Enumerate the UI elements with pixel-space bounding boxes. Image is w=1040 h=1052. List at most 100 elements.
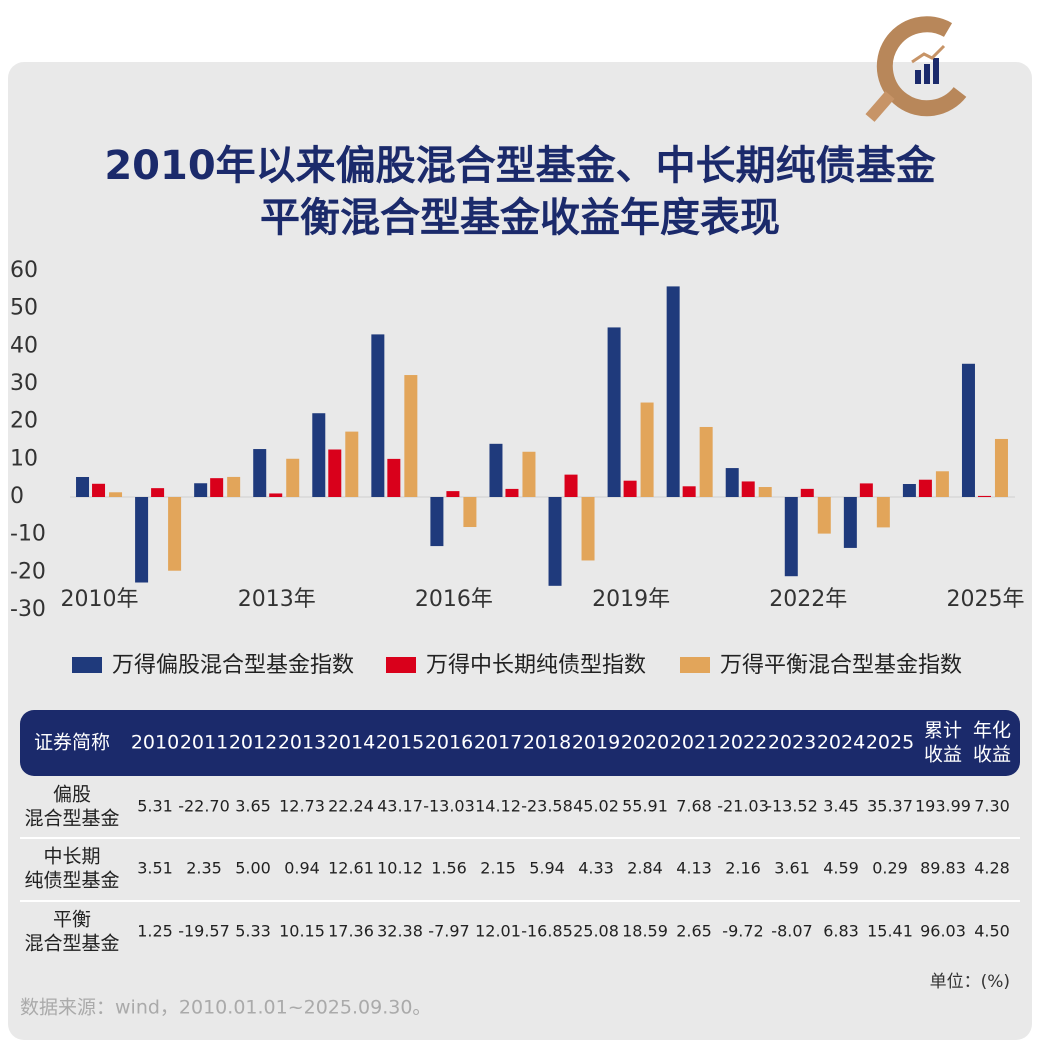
- bar: [623, 480, 637, 497]
- bar: [109, 492, 123, 497]
- x-tick-label: 2025年: [946, 587, 1024, 612]
- legend-label: 万得偏股混合型基金指数: [112, 653, 354, 678]
- legend-label: 万得中长期纯债型指数: [426, 653, 646, 678]
- table-cell: 1.25: [137, 922, 173, 941]
- header-cell: 年化: [973, 720, 1011, 742]
- bar: [135, 497, 149, 583]
- table-cell: 4.33: [578, 859, 614, 878]
- bar: [92, 483, 106, 497]
- bar: [168, 497, 182, 571]
- table-cell: 32.38: [377, 922, 423, 941]
- bar: [918, 479, 932, 497]
- bar: [286, 458, 300, 497]
- header-cell: 2010: [131, 732, 179, 754]
- header-cell: 2016: [425, 732, 473, 754]
- table-cell: -8.07: [771, 922, 812, 941]
- table-cell: -7.97: [428, 922, 469, 941]
- y-tick-label: 0: [10, 484, 24, 509]
- y-tick-label: 60: [10, 258, 38, 283]
- y-tick-label: -20: [10, 559, 46, 584]
- table-cell: 6.83: [823, 922, 859, 941]
- table-cell: 纯债型基金: [24, 870, 119, 892]
- bar: [548, 497, 562, 586]
- header-cell: 2020: [621, 732, 669, 754]
- bar: [194, 483, 208, 497]
- legend-swatch: [386, 657, 416, 673]
- table-cell: -13.03: [423, 797, 475, 816]
- table-cell: -16.85: [521, 922, 573, 941]
- bar: [784, 497, 798, 577]
- chart-title: 平衡混合型基金收益年度表现: [260, 195, 780, 241]
- bar: [227, 476, 241, 497]
- table-cell: 12.61: [328, 859, 374, 878]
- y-tick-label: 10: [10, 446, 38, 471]
- bar: [446, 491, 460, 497]
- legend-swatch: [72, 657, 102, 673]
- y-tick-label: 50: [10, 296, 38, 321]
- bar: [800, 488, 814, 497]
- header-cell: 2014: [327, 732, 375, 754]
- header-cell: 2018: [523, 732, 571, 754]
- table-cell: 2.65: [676, 922, 712, 941]
- table-cell: 4.59: [823, 859, 859, 878]
- y-tick-label: 40: [10, 333, 38, 358]
- table-cell: 5.00: [235, 859, 271, 878]
- table-cell: -22.70: [178, 797, 230, 816]
- bar: [269, 493, 283, 497]
- table-cell: 55.91: [622, 797, 668, 816]
- table-cell: 10.15: [279, 922, 325, 941]
- source: 数据来源：wind，2010.01.01~2025.09.30。: [20, 997, 431, 1019]
- table-cell: 7.30: [974, 797, 1010, 816]
- bar: [607, 327, 621, 497]
- header-cell: 2022: [719, 732, 767, 754]
- y-tick-label: -10: [10, 522, 46, 547]
- bar: [994, 438, 1008, 497]
- bar: [581, 497, 595, 561]
- table-cell: 22.24: [328, 797, 374, 816]
- table-cell: 4.13: [676, 859, 712, 878]
- bar: [564, 474, 578, 497]
- header-cell: 收益: [924, 744, 962, 766]
- table-cell: 5.31: [137, 797, 173, 816]
- table-cell: 3.61: [774, 859, 810, 878]
- bar: [463, 497, 477, 528]
- bar: [725, 468, 739, 497]
- table-cell: 18.59: [622, 922, 668, 941]
- header-cell: 2015: [376, 732, 424, 754]
- header-cell: 2023: [768, 732, 816, 754]
- y-tick-label: -30: [10, 597, 46, 622]
- bar: [902, 484, 916, 497]
- table-cell: 4.50: [974, 922, 1010, 941]
- header-cell: 2012: [229, 732, 277, 754]
- table-header-bg: [20, 710, 1020, 776]
- table-cell: 17.36: [328, 922, 374, 941]
- bar: [76, 476, 90, 497]
- bar: [843, 497, 857, 548]
- logo: [865, 16, 967, 122]
- table-cell: 平衡: [53, 909, 91, 931]
- table-cell: 45.02: [573, 797, 619, 816]
- header-cell: 证券简称: [34, 732, 110, 754]
- header-cell: 收益: [973, 744, 1011, 766]
- header-cell: 2011: [180, 732, 228, 754]
- table-cell: -23.58: [521, 797, 573, 816]
- bar: [682, 486, 696, 497]
- bar: [371, 334, 385, 497]
- table-cell: 25.08: [573, 922, 619, 941]
- header-cell: 2025: [866, 732, 914, 754]
- bar: [489, 443, 503, 497]
- table-cell: -9.72: [722, 922, 763, 941]
- table-cell: 2.15: [480, 859, 516, 878]
- table-cell: 偏股: [53, 784, 91, 806]
- bar: [935, 471, 949, 497]
- header-cell: 2024: [817, 732, 865, 754]
- bar: [387, 458, 401, 497]
- x-tick-label: 2013年: [238, 587, 316, 612]
- table-cell: 1.56: [431, 859, 467, 878]
- bar: [210, 478, 224, 497]
- header-cell: 累计: [924, 720, 962, 742]
- table-cell: 5.33: [235, 922, 271, 941]
- bar: [430, 497, 444, 547]
- table-cell: 12.01: [475, 922, 521, 941]
